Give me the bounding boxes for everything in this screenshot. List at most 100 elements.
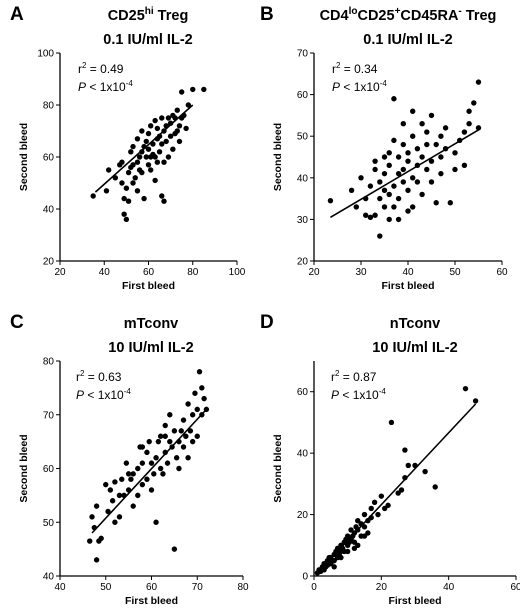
r-symbol: r [331, 370, 335, 384]
data-point [414, 162, 421, 169]
data-point [162, 422, 168, 429]
data-point [466, 108, 472, 114]
data-point [103, 481, 109, 488]
data-point [348, 187, 355, 193]
data-point [363, 212, 369, 218]
x-tick-label: 100 [229, 267, 246, 278]
r-squared-value: = 0.49 [86, 62, 123, 76]
p-value-label: P < 1x10-4 [331, 387, 386, 402]
y-tick-label: 40 [43, 572, 55, 583]
data-point [116, 514, 123, 520]
data-point [132, 175, 138, 181]
data-point [433, 200, 439, 206]
data-point [169, 444, 175, 450]
y-tick-label: 50 [297, 132, 309, 143]
data-point [189, 412, 196, 418]
data-point [121, 211, 127, 217]
data-point [391, 204, 397, 210]
data-point [121, 195, 127, 202]
data-point [153, 455, 159, 461]
data-point [165, 154, 172, 160]
x-tick-label: 20 [308, 267, 320, 278]
y-tick-label: 20 [297, 510, 309, 521]
data-point [167, 133, 174, 139]
data-point [109, 498, 116, 504]
data-point [176, 438, 182, 445]
data-point [162, 449, 168, 456]
data-point [91, 524, 98, 531]
data-point [381, 187, 388, 193]
data-point [157, 433, 164, 439]
data-point [378, 493, 385, 499]
data-point [422, 468, 428, 475]
p-value-text: < 1x10 [339, 388, 379, 402]
data-point [130, 143, 136, 150]
data-point [386, 162, 392, 169]
data-point [123, 460, 130, 466]
data-point [391, 96, 397, 102]
data-point [475, 125, 482, 131]
data-point [154, 125, 161, 132]
r-symbol: r [332, 62, 336, 76]
data-point [405, 150, 411, 156]
data-point [130, 162, 136, 168]
data-point [196, 369, 203, 375]
data-point [173, 455, 180, 461]
data-point [146, 438, 152, 445]
x-tick-label: 60 [510, 582, 520, 593]
x-tick-label: 70 [192, 582, 204, 593]
x-tick-label: 40 [54, 582, 66, 593]
y-tick-label: 70 [297, 49, 309, 60]
panel-letter: B [260, 4, 274, 25]
regression-line [330, 129, 479, 219]
data-point [136, 154, 143, 160]
data-point [153, 519, 159, 525]
data-point [148, 154, 154, 160]
x-axis-label: First bleed [388, 595, 441, 607]
data-point [192, 390, 198, 396]
data-point [162, 433, 168, 439]
x-tick-label: 20 [54, 267, 66, 278]
data-point [178, 89, 185, 95]
data-point [161, 159, 167, 165]
data-point [123, 185, 130, 191]
r-squared-label: r2 = 0.34 [332, 61, 378, 76]
r-superscript: 2 [336, 61, 341, 70]
data-point [89, 514, 95, 520]
data-point [199, 412, 205, 418]
data-point [410, 108, 416, 114]
data-point [143, 138, 149, 145]
panel-letter: D [260, 312, 274, 333]
x-axis-label: First bleed [381, 280, 434, 292]
data-point [471, 100, 477, 106]
r-squared-label: r2 = 0.49 [78, 61, 124, 76]
data-point [144, 476, 150, 482]
data-point [414, 145, 421, 152]
data-point [400, 121, 406, 127]
title-superscript: hi [145, 6, 154, 17]
data-point [128, 476, 134, 482]
x-tick-label: 50 [100, 582, 112, 593]
p-value-exponent: -4 [124, 387, 132, 396]
data-point [176, 465, 182, 472]
data-point [405, 158, 411, 164]
data-point [377, 195, 383, 202]
data-point [136, 167, 143, 173]
data-point [174, 107, 180, 113]
data-point [125, 471, 132, 477]
data-point [472, 398, 479, 404]
data-point [428, 112, 435, 119]
data-point [141, 143, 147, 150]
data-point [105, 167, 112, 173]
data-point [171, 428, 178, 434]
data-point [167, 438, 173, 445]
x-tick-label: 40 [443, 582, 455, 593]
data-point [466, 121, 472, 127]
data-point [410, 204, 416, 210]
data-point [176, 138, 183, 145]
title-text: CD25 [357, 8, 394, 24]
data-point [361, 533, 368, 539]
data-point [139, 128, 145, 134]
y-tick-label: 80 [43, 101, 55, 112]
